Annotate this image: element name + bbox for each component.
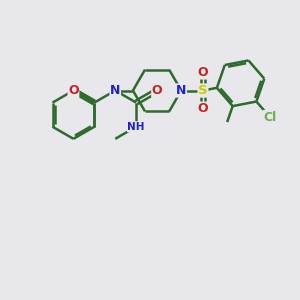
Text: Cl: Cl bbox=[263, 110, 277, 124]
Text: N: N bbox=[176, 84, 186, 97]
Text: O: O bbox=[68, 84, 79, 97]
Text: O: O bbox=[198, 66, 208, 79]
Text: S: S bbox=[198, 84, 208, 97]
Text: N: N bbox=[110, 84, 121, 97]
Text: NH: NH bbox=[128, 122, 145, 132]
Text: O: O bbox=[152, 84, 162, 97]
Text: O: O bbox=[198, 102, 208, 115]
